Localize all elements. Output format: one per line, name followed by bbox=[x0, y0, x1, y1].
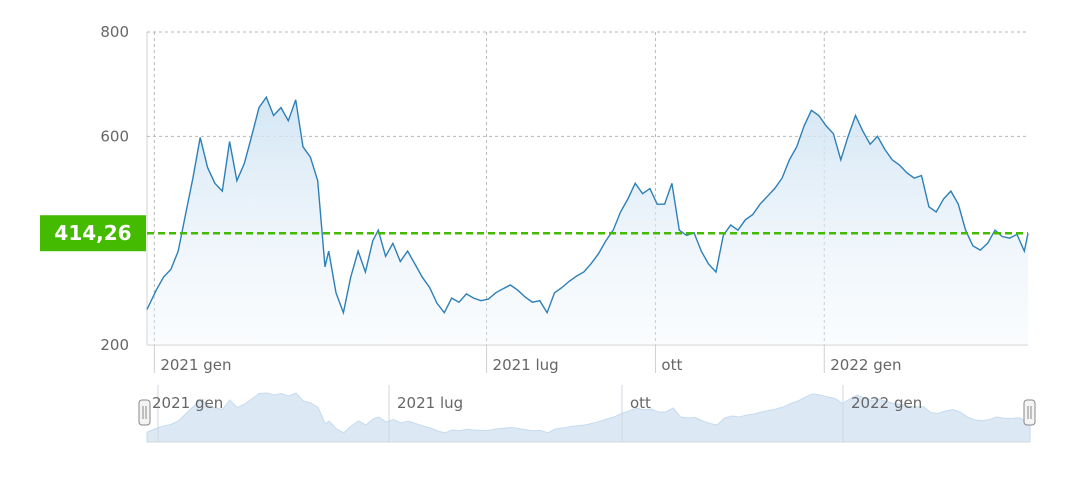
navigator-left-handle[interactable] bbox=[138, 399, 151, 426]
navigator-right-handle[interactable] bbox=[1023, 399, 1036, 426]
x-tick-label: 2021 gen bbox=[160, 356, 231, 374]
price-area bbox=[147, 97, 1028, 345]
y-axis: 200 600 800 bbox=[100, 23, 129, 354]
x-axis: 2021 gen 2021 lug ott 2022 gen bbox=[160, 356, 901, 374]
y-tick-label: 800 bbox=[100, 23, 129, 41]
navigator-label: 2022 gen bbox=[851, 394, 922, 412]
y-tick-label: 200 bbox=[100, 336, 129, 354]
y-tick-label: 600 bbox=[100, 127, 129, 145]
reference-badge: 414,26 bbox=[40, 215, 146, 252]
x-tick-label: 2022 gen bbox=[830, 356, 901, 374]
x-tick-label: 2021 lug bbox=[493, 356, 559, 374]
navigator-label: ott bbox=[630, 394, 651, 412]
navigator-grid bbox=[157, 385, 844, 442]
price-line bbox=[146, 95, 1029, 316]
navigator-area bbox=[146, 392, 1031, 443]
navigator[interactable]: 2021 gen 2021 lug ott 2022 gen bbox=[138, 385, 1036, 443]
navigator-label: 2021 lug bbox=[397, 394, 463, 412]
navigator-labels: 2021 gen 2021 lug ott 2022 gen bbox=[152, 394, 922, 412]
reference-value: 414,26 bbox=[54, 221, 131, 245]
x-tick-label: ott bbox=[661, 356, 682, 374]
navigator-label: 2021 gen bbox=[152, 394, 223, 412]
